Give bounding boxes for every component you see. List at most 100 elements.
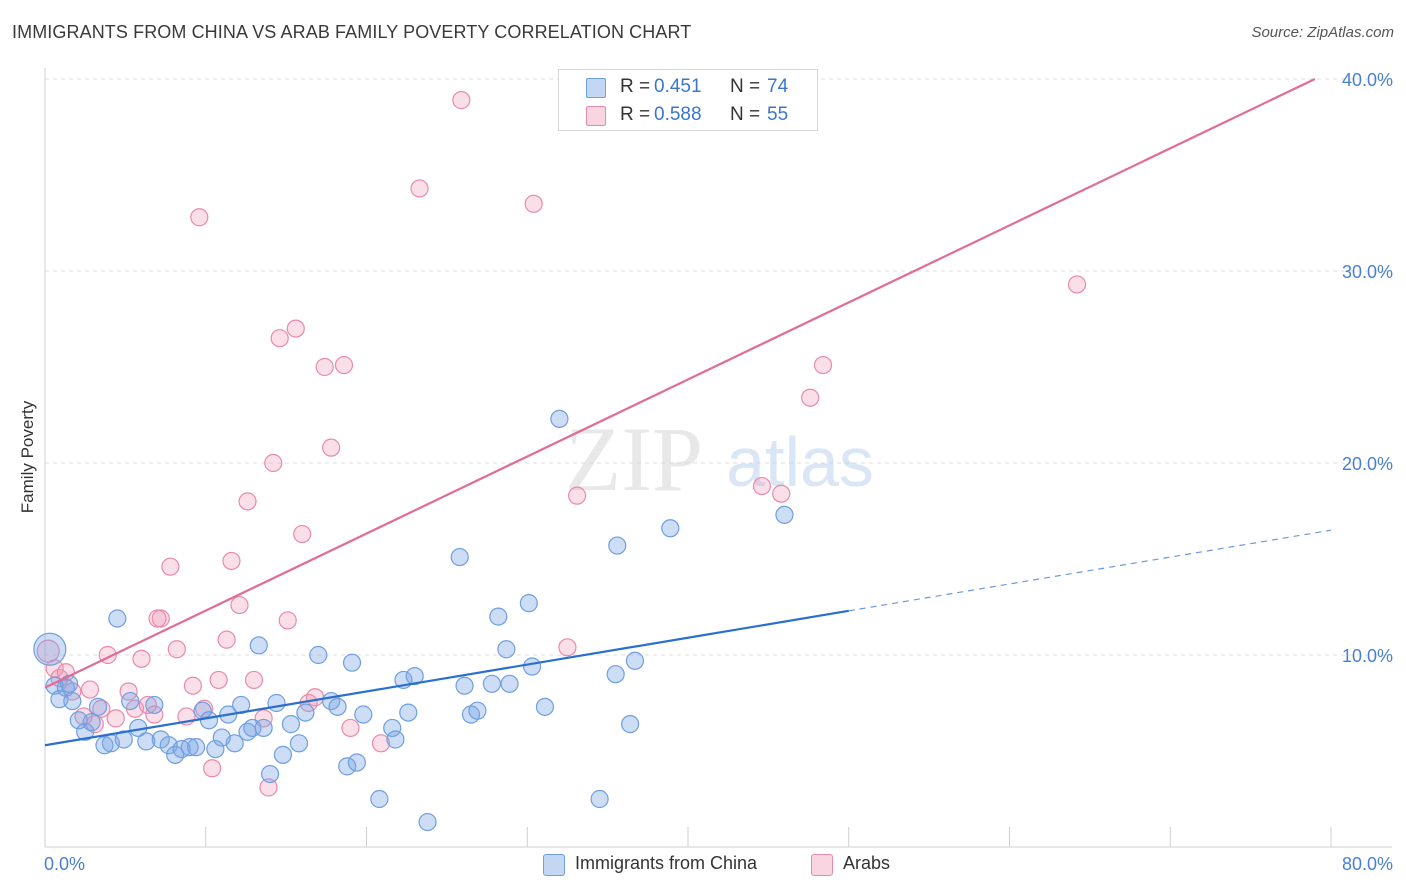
arab-point — [138, 695, 157, 715]
bottom-legend: Immigrants from China Arabs — [543, 852, 963, 876]
china-point — [225, 734, 244, 753]
arab-point — [230, 595, 249, 615]
watermark-zip: ZIP — [565, 408, 703, 510]
china-point — [281, 715, 301, 734]
china-point — [621, 715, 640, 734]
china-point — [405, 667, 424, 686]
china-point — [273, 745, 293, 764]
arab-point — [315, 357, 334, 377]
arab-point — [132, 649, 151, 668]
arab-point — [161, 557, 180, 576]
arab-trend-line — [44, 78, 1316, 689]
arab-point — [106, 709, 125, 728]
arab-point — [452, 91, 471, 110]
arab-point — [813, 355, 833, 375]
stats-legend: R = 0.451 N = 74 R = 0.588 N = 55 — [558, 69, 818, 131]
china-point — [95, 736, 114, 755]
china-point — [296, 703, 315, 722]
china-point — [137, 732, 156, 751]
arab-point — [244, 670, 264, 690]
china-point — [450, 547, 469, 567]
china-r-value: 0.451 — [654, 76, 702, 97]
china-point — [383, 718, 402, 738]
china-point — [455, 676, 474, 695]
china-point — [519, 594, 538, 613]
arab-point — [410, 179, 429, 198]
arab-point — [752, 476, 772, 496]
arab-n-value: 55 — [767, 104, 789, 125]
china-point — [399, 703, 418, 722]
china-point — [76, 722, 95, 741]
tick-labels: 10.0% 20.0% 30.0% 40.0% 0.0% 80.0% — [44, 70, 1393, 874]
arab-point — [334, 355, 354, 375]
source-label: Source: ZipAtlas.com — [1251, 24, 1394, 41]
china-points — [33, 409, 794, 832]
china-point — [289, 734, 309, 753]
china-point — [354, 705, 373, 724]
arab-point — [183, 676, 202, 695]
china-point — [775, 505, 794, 524]
china-trend-line — [44, 609, 849, 747]
arab-point — [1067, 275, 1087, 294]
x-tick-label: 0.0% — [44, 854, 85, 874]
arab-r-value: 0.588 — [654, 104, 702, 125]
china-point — [522, 657, 542, 676]
arab-points — [36, 91, 1087, 797]
china-point — [482, 674, 501, 693]
china-point — [342, 653, 362, 672]
arab-point — [190, 208, 209, 227]
axes — [44, 68, 1392, 848]
china-trend-extension — [848, 529, 1332, 612]
arab-point — [264, 453, 283, 473]
china-point — [590, 789, 609, 809]
arab-r-label: R = — [620, 104, 651, 125]
china-swatch — [586, 78, 606, 98]
y-tick-label: 40.0% — [1342, 70, 1393, 90]
china-point — [608, 536, 627, 555]
china-point — [121, 691, 140, 711]
arab-point — [801, 388, 820, 407]
y-tick-label: 20.0% — [1342, 454, 1393, 474]
arab-point — [293, 524, 312, 544]
china-point — [386, 730, 405, 749]
china-point — [550, 409, 569, 428]
bottom-china-label: Immigrants from China — [575, 853, 758, 873]
arab-point — [371, 734, 391, 753]
china-point — [249, 636, 268, 655]
x-tick-label: 80.0% — [1342, 854, 1393, 874]
arab-point — [341, 718, 360, 738]
legend-row-china: R = 0.451 N = 74 — [559, 73, 817, 101]
arab-point — [278, 611, 297, 630]
arab-point — [145, 705, 164, 724]
arab-point — [217, 630, 236, 649]
china-point — [260, 764, 280, 784]
china-point — [180, 738, 199, 757]
arab-point — [238, 492, 257, 511]
china-point — [88, 697, 108, 716]
china-point — [254, 718, 273, 738]
china-point — [535, 697, 555, 716]
arab-point — [222, 551, 241, 571]
bottom-china-swatch — [543, 854, 565, 876]
arab-point — [80, 680, 100, 699]
china-r-label: R = — [620, 76, 651, 97]
arab-point — [567, 486, 587, 505]
china-point — [108, 609, 127, 628]
china-point — [661, 519, 680, 538]
china-point — [206, 739, 225, 759]
arab-point — [167, 640, 186, 659]
arab-point — [203, 759, 222, 778]
china-point — [347, 753, 366, 772]
china-n-value: 74 — [767, 76, 789, 97]
china-point — [309, 645, 328, 665]
china-point — [625, 651, 645, 670]
china-point — [328, 697, 347, 716]
china-point — [606, 665, 625, 684]
china-point — [370, 789, 389, 809]
arab-point — [524, 194, 543, 213]
china-point — [82, 713, 101, 732]
arab-point — [286, 319, 305, 338]
china-point — [489, 607, 508, 626]
legend-row-arab: R = 0.588 N = 55 — [559, 101, 817, 129]
china-point — [468, 701, 487, 720]
